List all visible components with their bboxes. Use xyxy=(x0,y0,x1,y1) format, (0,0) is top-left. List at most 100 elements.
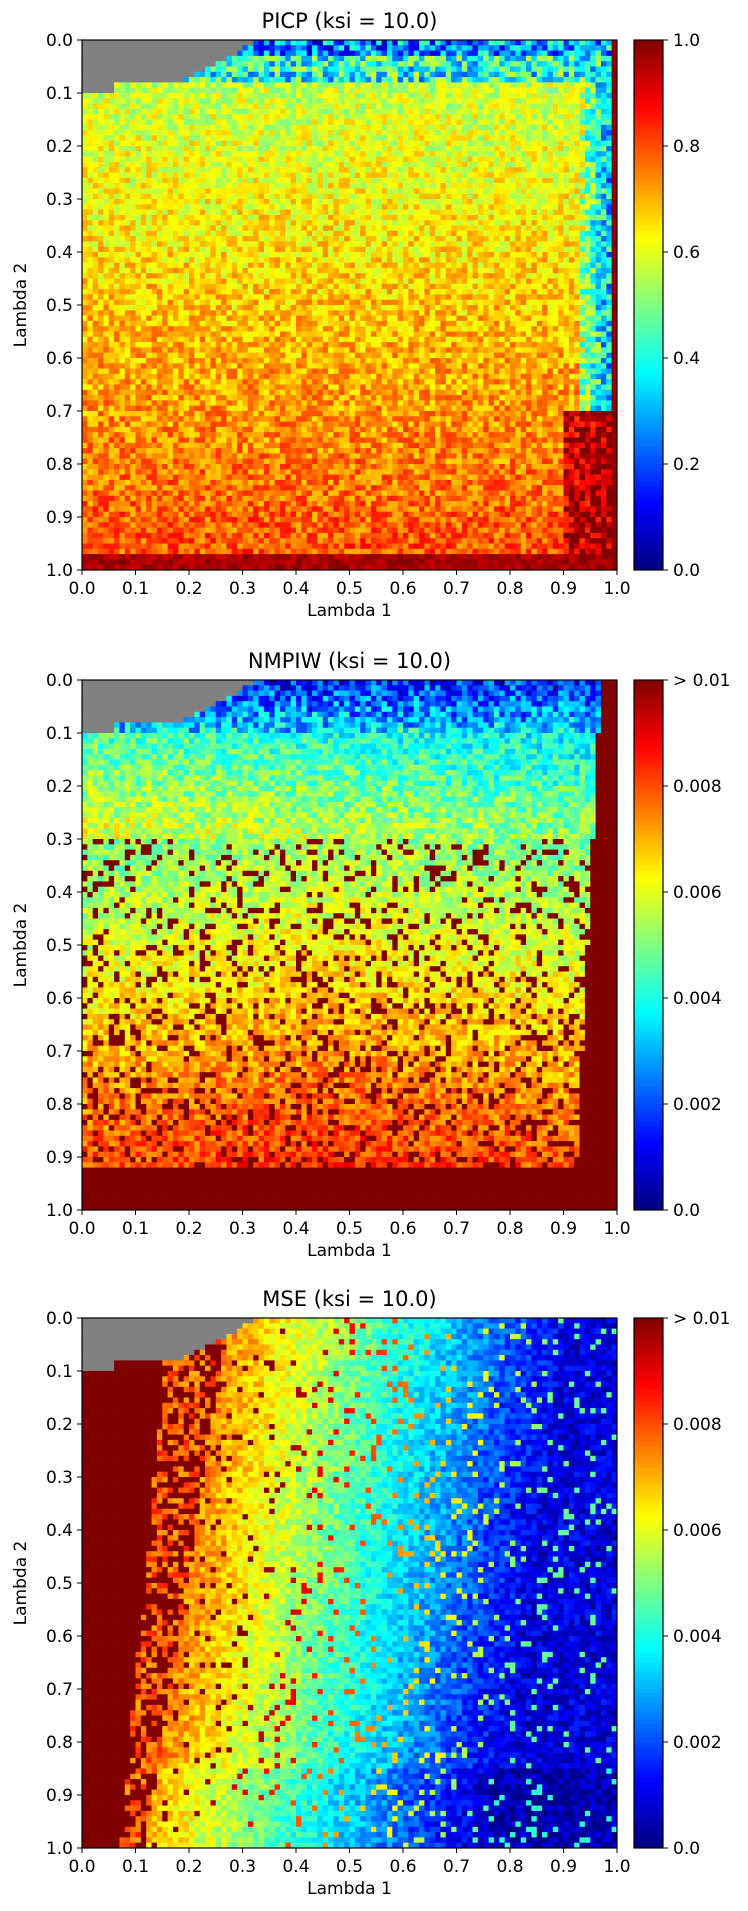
heatmap-cell xyxy=(564,141,570,147)
heatmap-cell xyxy=(221,263,227,269)
heatmap-cell xyxy=(275,279,281,285)
heatmap-cell xyxy=(606,273,612,279)
heatmap-cell xyxy=(366,231,372,237)
heatmap-cell xyxy=(424,67,430,73)
heatmap-cell xyxy=(430,120,436,126)
heatmap-cell xyxy=(285,125,291,131)
heatmap-cell xyxy=(87,77,93,83)
heatmap-cell xyxy=(414,114,420,120)
heatmap-cell xyxy=(141,210,147,216)
heatmap-cell xyxy=(392,67,398,73)
heatmap-cell xyxy=(93,194,99,200)
heatmap-cell xyxy=(189,114,195,120)
heatmap-cell xyxy=(205,104,211,110)
heatmap-cell xyxy=(317,167,323,173)
heatmap-cell xyxy=(141,279,147,285)
heatmap-cell xyxy=(590,104,596,110)
heatmap-cell xyxy=(200,199,206,205)
heatmap-cell xyxy=(301,167,307,173)
heatmap-cell xyxy=(237,109,243,115)
heatmap-cell xyxy=(141,61,147,67)
heatmap-cell xyxy=(339,93,345,99)
heatmap-cell xyxy=(606,93,612,99)
heatmap-cell xyxy=(526,151,532,157)
heatmap-cell xyxy=(259,231,265,237)
heatmap-cell xyxy=(280,146,286,152)
heatmap-cell xyxy=(360,130,366,136)
heatmap-cell xyxy=(601,236,607,242)
heatmap-cell xyxy=(184,183,190,189)
heatmap-cell xyxy=(98,61,104,67)
heatmap-cell xyxy=(237,67,243,73)
heatmap-cell xyxy=(403,241,409,247)
heatmap-cell xyxy=(467,151,473,157)
heatmap-cell xyxy=(564,289,570,295)
heatmap-cell xyxy=(87,194,93,200)
heatmap-cell xyxy=(125,162,131,168)
heatmap-cell xyxy=(585,120,591,126)
heatmap-cell xyxy=(606,72,612,78)
heatmap-cell xyxy=(205,151,211,157)
heatmap-cell xyxy=(467,294,473,300)
heatmap-cell xyxy=(130,226,136,232)
heatmap-cell xyxy=(494,167,500,173)
heatmap-cell xyxy=(216,72,222,78)
heatmap-cell xyxy=(499,236,505,242)
heatmap-cell xyxy=(446,45,452,51)
heatmap-cell xyxy=(467,157,473,163)
heatmap-cell xyxy=(355,109,361,115)
heatmap-cell xyxy=(553,226,559,232)
heatmap-cell xyxy=(542,93,548,99)
heatmap-cell xyxy=(194,268,200,274)
heatmap-cell xyxy=(307,114,313,120)
heatmap-cell xyxy=(178,289,184,295)
heatmap-cell xyxy=(510,300,516,306)
heatmap-cell xyxy=(109,72,115,78)
heatmap-cell xyxy=(462,284,468,290)
heatmap-cell xyxy=(526,215,532,221)
heatmap-cell xyxy=(210,173,216,179)
heatmap-cell xyxy=(558,284,564,290)
heatmap-cell xyxy=(505,215,511,221)
heatmap-cell xyxy=(205,263,211,269)
heatmap-cell xyxy=(574,300,580,306)
heatmap-cell xyxy=(360,183,366,189)
heatmap-cell xyxy=(462,226,468,232)
heatmap-cell xyxy=(221,45,227,51)
heatmap-cell xyxy=(526,199,532,205)
heatmap-cell xyxy=(531,284,537,290)
heatmap-cell xyxy=(189,67,195,73)
heatmap-cell xyxy=(382,199,388,205)
heatmap-cell xyxy=(269,125,275,131)
heatmap-cell xyxy=(264,93,270,99)
heatmap-cell xyxy=(601,82,607,88)
heatmap-cell xyxy=(82,294,88,300)
heatmap-cell xyxy=(237,294,243,300)
heatmap-cell xyxy=(419,273,425,279)
heatmap-cell xyxy=(178,263,184,269)
heatmap-cell xyxy=(301,279,307,285)
heatmap-cell xyxy=(87,252,93,258)
heatmap-cell xyxy=(414,88,420,94)
heatmap-cell xyxy=(317,141,323,147)
heatmap-cell xyxy=(312,241,318,247)
heatmap-cell xyxy=(424,204,430,210)
heatmap-cell xyxy=(210,104,216,110)
heatmap-cell xyxy=(232,72,238,78)
heatmap-cell xyxy=(307,289,313,295)
heatmap-cell xyxy=(259,241,265,247)
heatmap-cell xyxy=(526,141,532,147)
heatmap-cell xyxy=(526,162,532,168)
heatmap-cell xyxy=(483,284,489,290)
heatmap-cell xyxy=(189,257,195,263)
heatmap-cell xyxy=(194,88,200,94)
heatmap-cell xyxy=(435,226,441,232)
heatmap-cell xyxy=(312,56,318,62)
heatmap-cell xyxy=(125,220,131,226)
heatmap-cell xyxy=(376,294,382,300)
heatmap-cell xyxy=(355,188,361,194)
heatmap-cell xyxy=(157,130,163,136)
heatmap-cell xyxy=(366,173,372,179)
heatmap-cell xyxy=(253,45,259,51)
heatmap-cell xyxy=(200,183,206,189)
